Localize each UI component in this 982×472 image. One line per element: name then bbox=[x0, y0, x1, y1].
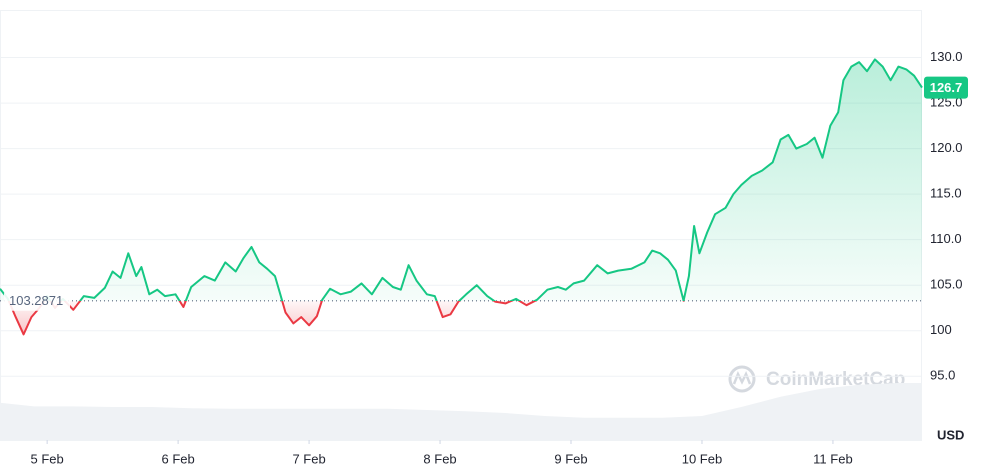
watermark-icon bbox=[728, 365, 756, 393]
y-tick-label: 100 bbox=[930, 322, 952, 337]
y-tick-label: 115.0 bbox=[930, 186, 962, 201]
y-tick-label: 130.0 bbox=[930, 49, 963, 64]
volume-area bbox=[0, 383, 922, 440]
x-tick-label: 6 Feb bbox=[161, 451, 194, 466]
x-tick-label: 9 Feb bbox=[554, 451, 587, 466]
x-tick-label: 5 Feb bbox=[31, 451, 64, 466]
x-tick-label: 7 Feb bbox=[292, 451, 325, 466]
y-tick-label: 120.0 bbox=[930, 140, 963, 155]
current-price-label: 126.7 bbox=[930, 80, 963, 95]
baseline-label-bg bbox=[4, 290, 70, 311]
current-price-bg bbox=[924, 76, 968, 99]
baseline-label: 103.2871 bbox=[9, 293, 63, 308]
y-tick-label: 95.0 bbox=[930, 368, 955, 383]
y-tick-label: 105.0 bbox=[930, 277, 963, 292]
watermark-icon bbox=[732, 370, 752, 385]
price-line bbox=[0, 58, 923, 336]
y-unit: USD bbox=[937, 427, 964, 442]
y-tick-label: 110.0 bbox=[930, 231, 962, 246]
x-tick-label: 11 Feb bbox=[813, 451, 853, 466]
x-tick-label: 8 Feb bbox=[423, 451, 456, 466]
x-tick-label: 10 Feb bbox=[682, 451, 722, 466]
price-area bbox=[0, 59, 922, 335]
